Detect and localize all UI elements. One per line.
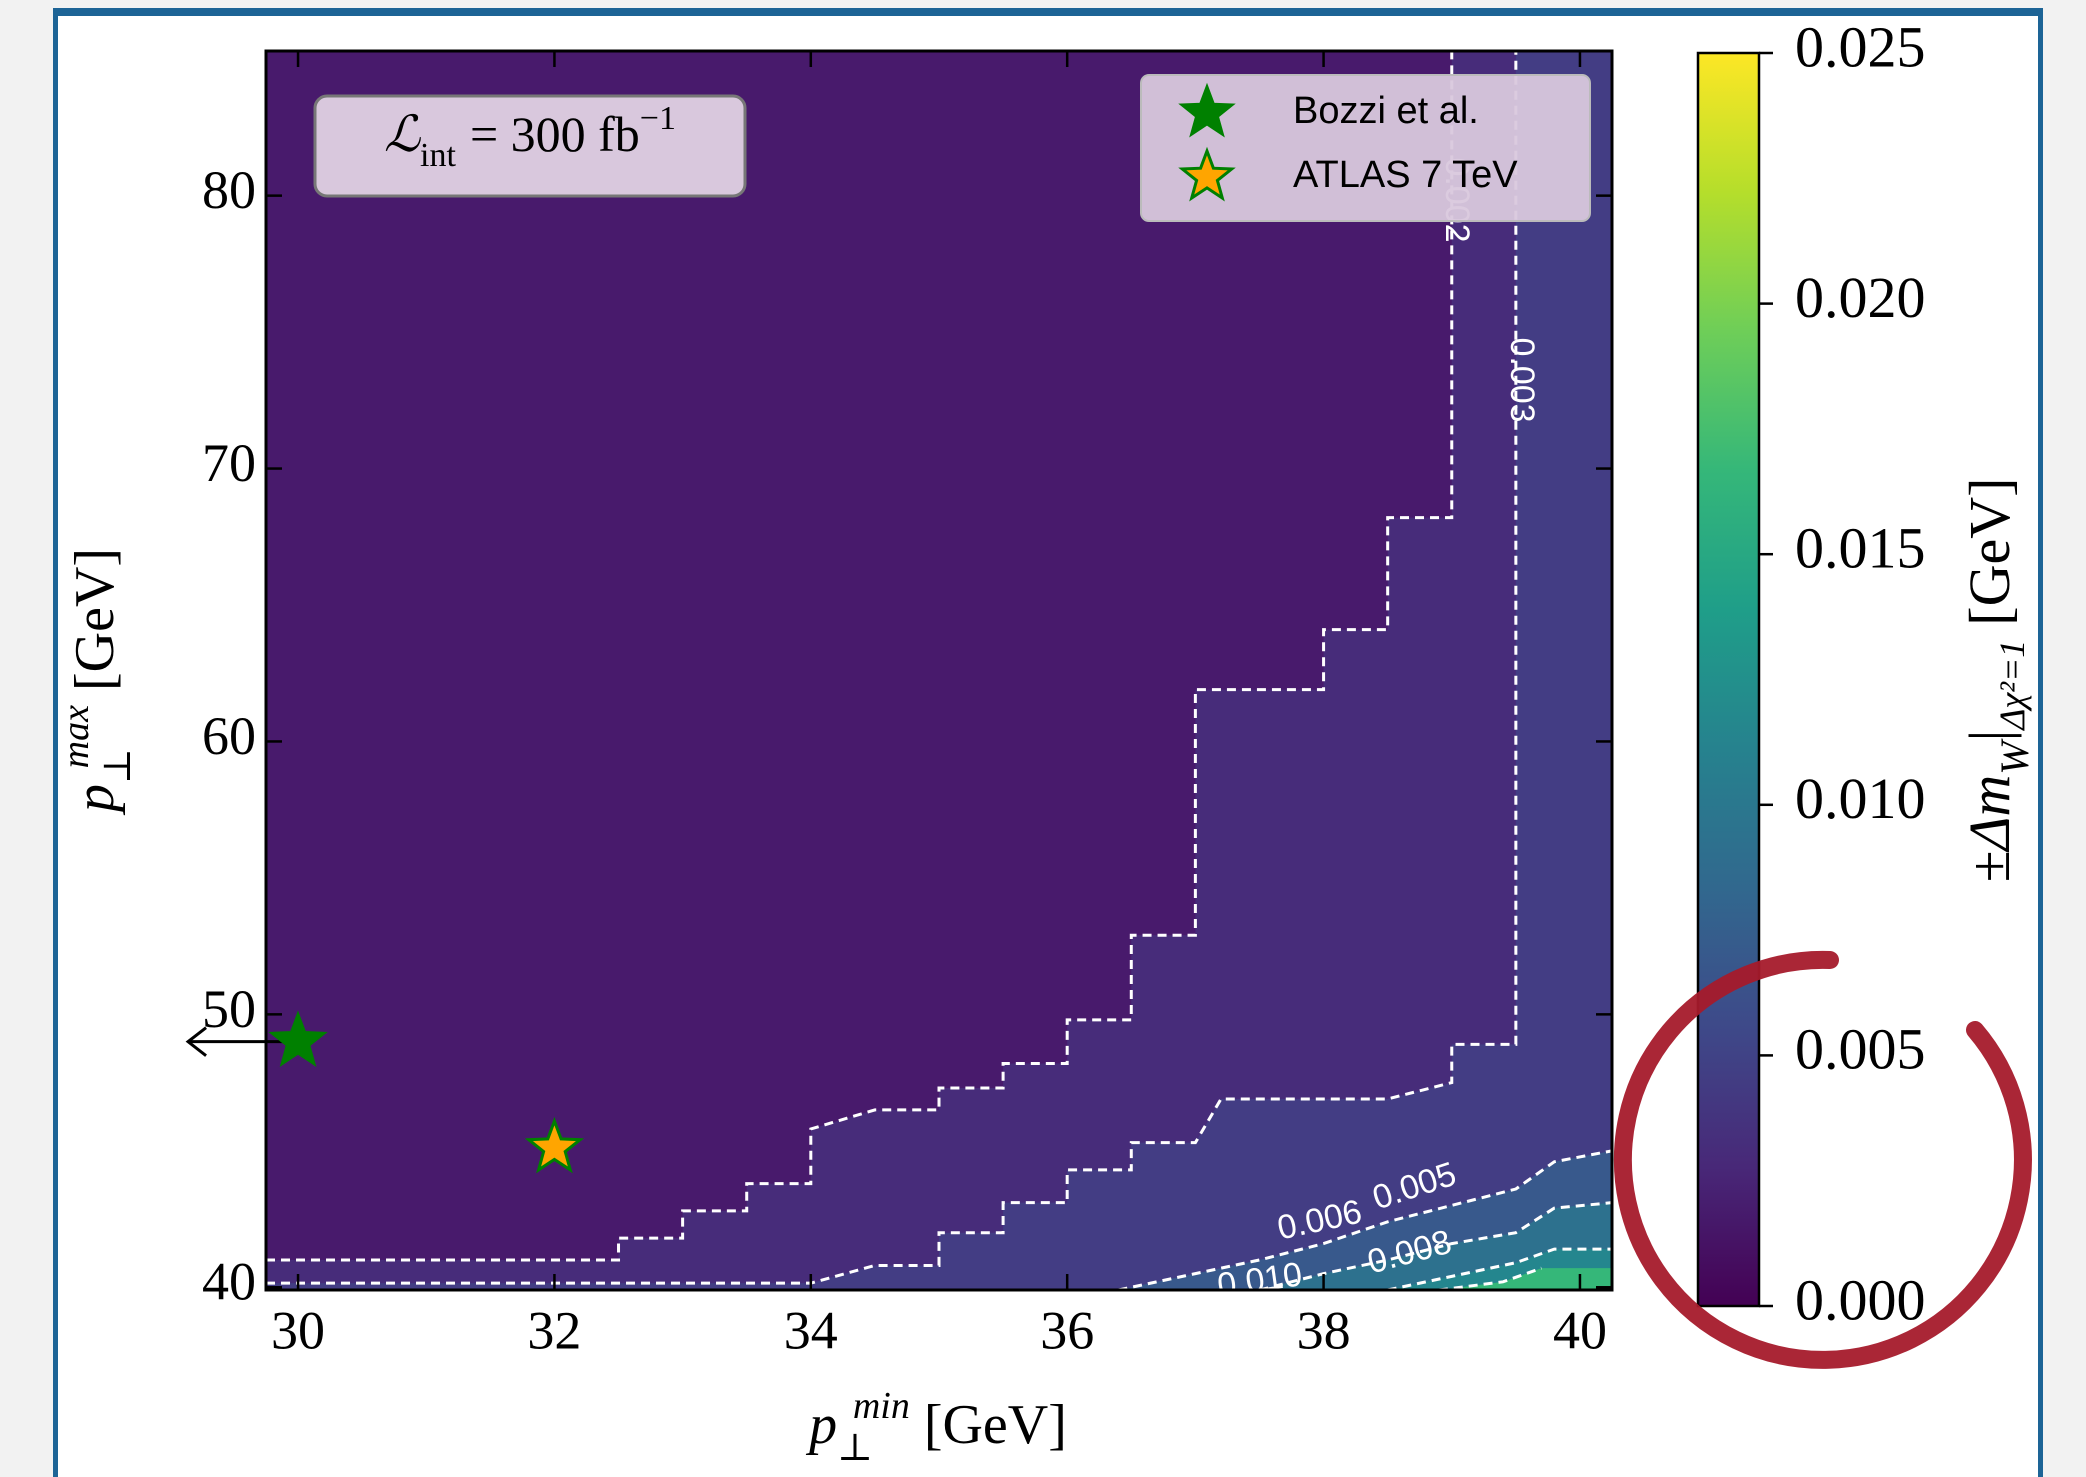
colorbar-tick-label: 0.025 <box>1795 14 1926 79</box>
contour-fill <box>1438 1268 1612 1290</box>
point-marker <box>524 1116 585 1174</box>
legend-marker <box>1178 146 1236 202</box>
colorbar <box>1696 51 1761 1308</box>
y-axis-label: p⊥max [GeV] <box>55 548 139 816</box>
y-tick-label: 50 <box>202 979 256 1039</box>
y-tick-label: 80 <box>202 160 256 220</box>
contour-line <box>1438 1266 1543 1290</box>
point-marker <box>268 1010 328 1067</box>
legend-marker <box>1178 82 1236 138</box>
y-tick-label: 70 <box>202 433 256 493</box>
x-tick-label: 32 <box>527 1300 581 1360</box>
colorbar-tick-label: 0.005 <box>1795 1017 1926 1082</box>
label-part: ⊥ <box>97 748 139 784</box>
panel-top-border <box>53 8 2043 16</box>
annotation-sub: int <box>420 137 456 174</box>
x-tick-label: 40 <box>1553 1300 1607 1360</box>
legend-box <box>1140 74 1591 222</box>
contour-line <box>1118 1149 1612 1290</box>
annotation-text: = 300 fb <box>470 106 640 162</box>
axes-frame <box>264 49 1614 1292</box>
label-part: [GeV] <box>924 1394 1067 1456</box>
limit-arrow-head <box>185 1026 207 1057</box>
contour-line <box>266 51 1518 1285</box>
annotation-box <box>313 94 747 198</box>
label-part: ⊥ <box>837 1427 873 1469</box>
contour-line <box>1259 1201 1612 1290</box>
label-part: max <box>55 705 97 768</box>
panel-right-border <box>2038 8 2043 1477</box>
contour-fill <box>266 51 1612 1290</box>
label-part: [GeV] <box>1957 478 2022 626</box>
overlay: 0.0020.0030.0050.0060.0080.0103032343638… <box>55 14 2037 1468</box>
label-part: p <box>805 1394 837 1456</box>
colorbar-tick-label: 0.020 <box>1795 265 1926 330</box>
label-part: [GeV] <box>64 548 126 691</box>
label-part: Δχ²=1 <box>1992 640 2032 732</box>
label-part: p <box>64 784 126 816</box>
colorbar-tick-label: 0.010 <box>1795 766 1926 831</box>
y-tick-label: 40 <box>202 1252 256 1312</box>
x-tick-label: 30 <box>271 1300 325 1360</box>
x-axis-label: p⊥min [GeV] <box>805 1385 1067 1469</box>
contour-fill <box>266 51 1612 1290</box>
y-tick-label: 60 <box>202 706 256 766</box>
label-part: W <box>1992 738 2037 775</box>
annotation: ℒint = 300 fb−1 <box>384 100 676 174</box>
legend-label: ATLAS 7 TeV <box>1293 154 1518 196</box>
label-part: ±Δm <box>1957 775 2022 883</box>
label-part: min <box>853 1385 910 1427</box>
legend-label: Bozzi et al. <box>1293 90 1479 132</box>
contour-label: 0.003 <box>1503 337 1541 422</box>
x-tick-label: 38 <box>1297 1300 1351 1360</box>
colorbar-tick-label: 0.000 <box>1795 1267 1926 1332</box>
plot-area <box>266 51 1612 1290</box>
annotation-sup: −1 <box>640 100 676 137</box>
annotation-symbol: ℒ <box>384 106 421 162</box>
x-tick-label: 36 <box>1040 1300 1094 1360</box>
label-part: | <box>1957 730 2022 742</box>
colorbar-label: ±ΔmW|Δχ²=1 [GeV] <box>1957 478 2036 883</box>
x-tick-label: 34 <box>784 1300 838 1360</box>
highlight-circle <box>1613 950 2032 1369</box>
colorbar-tick-label: 0.015 <box>1795 516 1926 581</box>
contour-line <box>266 51 1454 1262</box>
panel-left-border <box>53 8 58 1477</box>
